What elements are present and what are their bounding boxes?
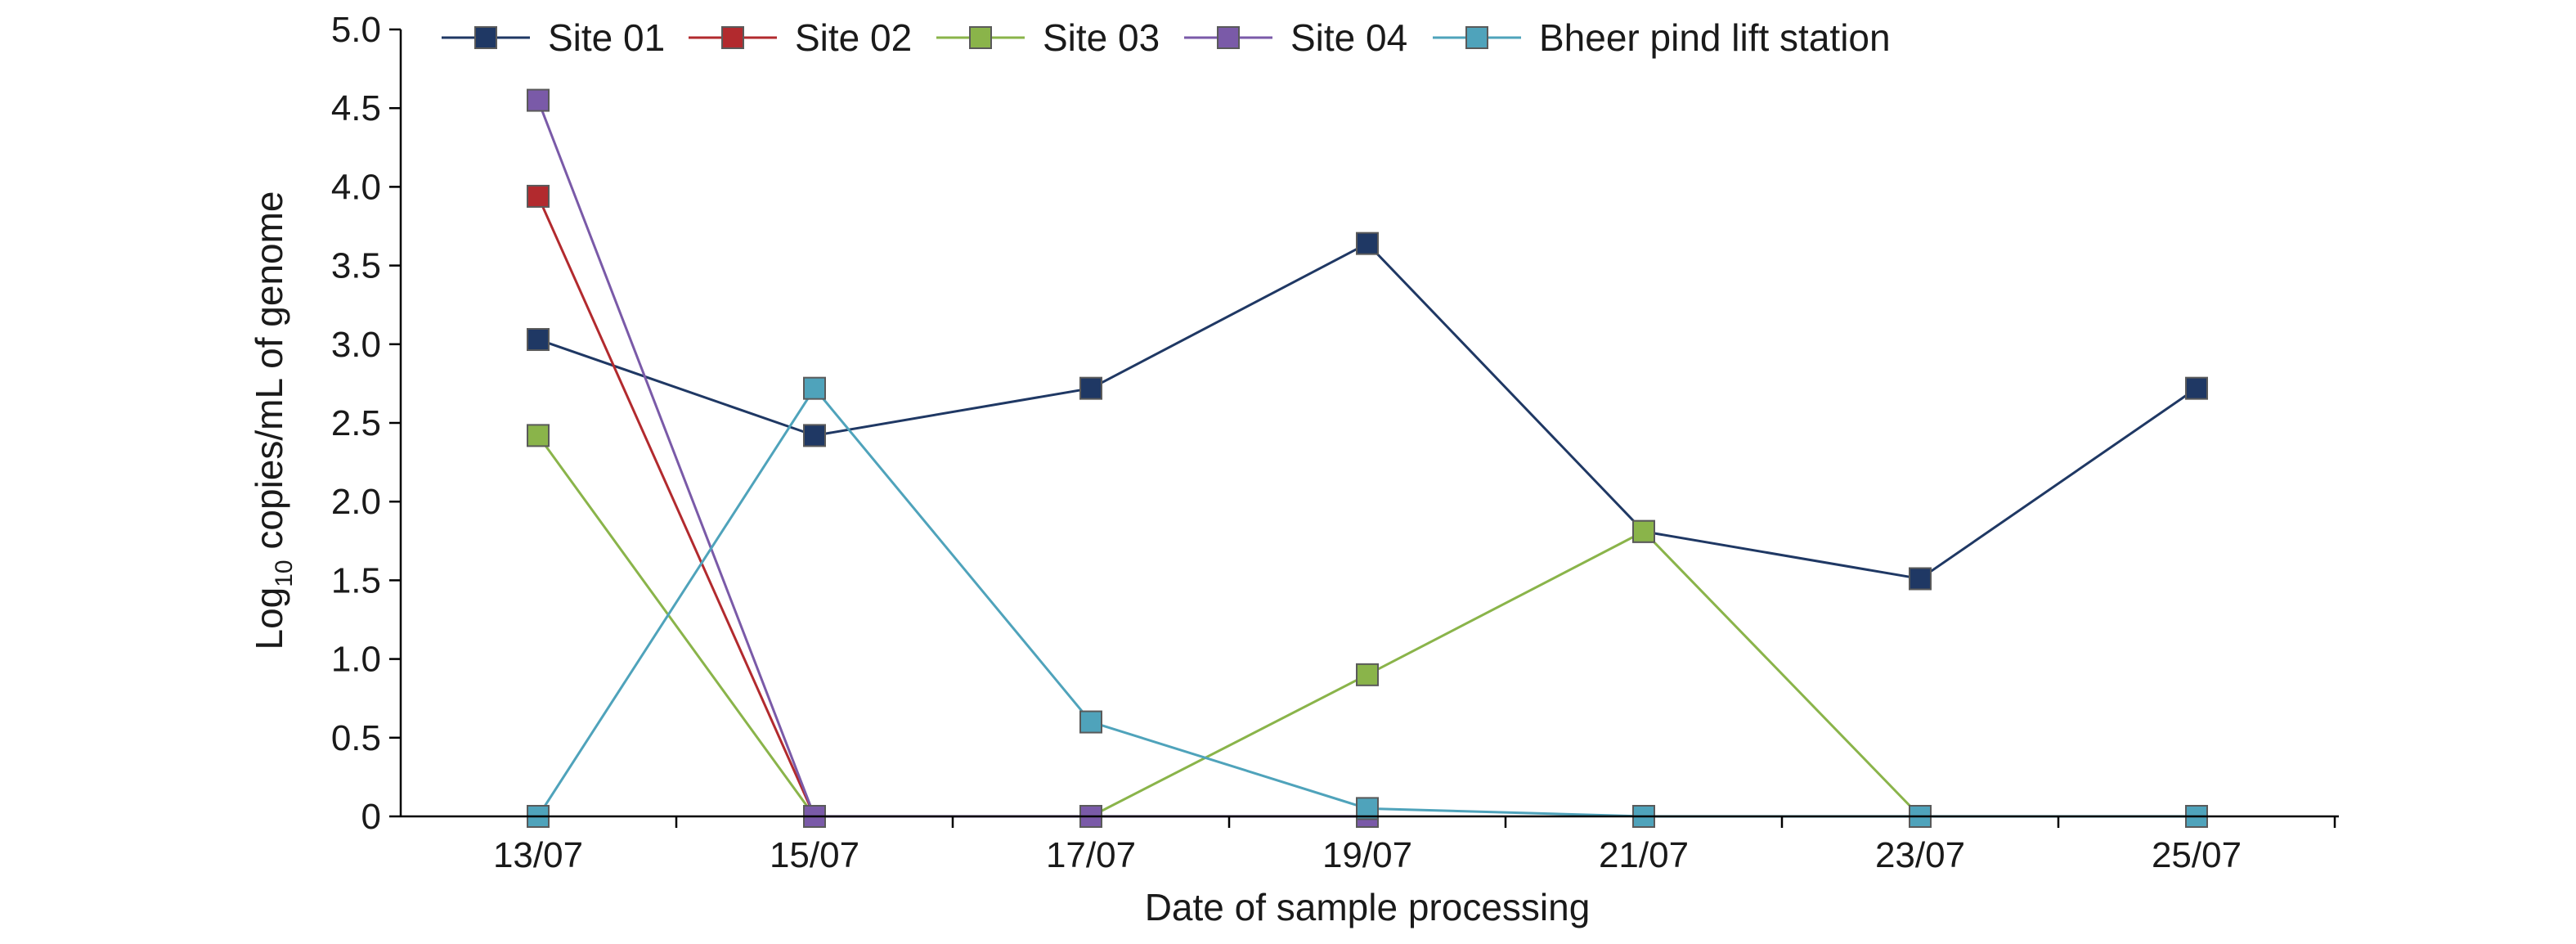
y-tick-label: 4.0 bbox=[331, 167, 381, 207]
legend: Site 01 Site 02 Site 03 Site 04 Bheer pind l… bbox=[442, 16, 1891, 59]
legend-label: Site 01 bbox=[548, 16, 665, 59]
data-point-marker bbox=[2185, 376, 2208, 400]
x-tick-label: 13/07 bbox=[493, 835, 583, 875]
x-tick-label: 23/07 bbox=[1875, 835, 1965, 875]
data-point-marker bbox=[1356, 232, 1379, 255]
data-point-marker bbox=[527, 424, 550, 447]
series-5 bbox=[527, 376, 2208, 828]
x-tick-label: 15/07 bbox=[770, 835, 859, 875]
data-point-marker bbox=[803, 376, 826, 400]
legend-marker bbox=[1465, 26, 1488, 49]
legend-item: Site 03 bbox=[936, 16, 1160, 59]
data-point-marker bbox=[803, 424, 826, 447]
data-point-marker bbox=[1909, 567, 1932, 591]
series-3 bbox=[527, 424, 1932, 828]
legend-label: Site 03 bbox=[1043, 16, 1160, 59]
y-tick-label: 1.0 bbox=[331, 640, 381, 680]
data-point-marker bbox=[1079, 710, 1102, 734]
x-tick-label: 19/07 bbox=[1322, 835, 1412, 875]
data-point-marker bbox=[1356, 663, 1379, 686]
y-tick-label: 4.5 bbox=[331, 88, 381, 128]
legend-label: Site 04 bbox=[1290, 16, 1407, 59]
data-point-marker bbox=[527, 88, 550, 112]
legend-marker bbox=[1217, 26, 1240, 49]
y-tick-label: 2.5 bbox=[331, 403, 381, 443]
legend-item: Bheer pind lift station bbox=[1433, 16, 1891, 59]
y-tick-label: 5.0 bbox=[331, 10, 381, 50]
x-tick-label: 17/07 bbox=[1046, 835, 1136, 875]
data-point-marker bbox=[527, 184, 550, 208]
legend-item: Site 04 bbox=[1184, 16, 1407, 59]
series-line bbox=[536, 100, 1367, 818]
x-tick-label: 21/07 bbox=[1599, 835, 1689, 875]
legend-marker bbox=[721, 26, 744, 49]
y-axis-title: Log10 copies/mL of genome bbox=[248, 191, 298, 650]
y-ticks: 0 0.5 1.0 1.5 2.0 2.5 3.0 3.5 4.0 4.5 5.0 bbox=[331, 10, 401, 837]
y-tick-label: 0 bbox=[361, 797, 381, 837]
axes: 0 0.5 1.0 1.5 2.0 2.5 3.0 3.5 4.0 4.5 5.0 13/07 15/… bbox=[331, 10, 2339, 875]
y-tick-label: 0.5 bbox=[331, 718, 381, 758]
series-line bbox=[536, 196, 816, 817]
y-tick-label: 1.5 bbox=[331, 560, 381, 600]
x-axis-title: Date of sample processing bbox=[1145, 886, 1591, 928]
x-tick-label: 25/07 bbox=[2152, 835, 2242, 875]
data-point-marker bbox=[527, 328, 550, 352]
series-1 bbox=[527, 232, 2208, 591]
x-ticks: 13/07 15/07 17/07 19/07 21/07 23/07 25/07 bbox=[493, 816, 2336, 875]
series-layer bbox=[527, 88, 2208, 828]
legend-marker bbox=[969, 26, 992, 49]
data-point-marker bbox=[1079, 376, 1102, 400]
y-tick-label: 3.5 bbox=[331, 246, 381, 286]
y-tick-label: 2.0 bbox=[331, 482, 381, 522]
legend-label: Site 02 bbox=[795, 16, 912, 59]
legend-label: Bheer pind lift station bbox=[1539, 16, 1891, 59]
data-point-marker bbox=[1632, 519, 1655, 543]
y-axis-title-suffix: copies/mL of genome bbox=[248, 191, 290, 560]
series-line bbox=[537, 241, 2197, 581]
y-axis-title-prefix: Log bbox=[248, 587, 290, 650]
legend-marker bbox=[474, 26, 497, 49]
y-axis-title-subscript: 10 bbox=[271, 560, 298, 587]
series-line bbox=[536, 434, 1922, 818]
y-tick-label: 3.0 bbox=[331, 325, 381, 365]
legend-item: Site 02 bbox=[689, 16, 912, 59]
legend-item: Site 01 bbox=[442, 16, 665, 59]
